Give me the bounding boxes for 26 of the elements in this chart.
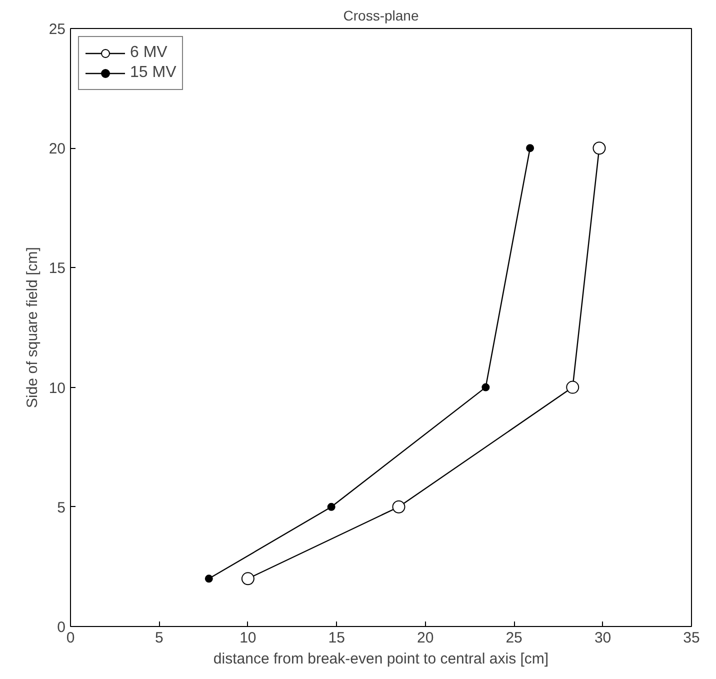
x-tick-label: 30 xyxy=(594,630,612,646)
point xyxy=(592,142,606,155)
point xyxy=(392,500,406,514)
point xyxy=(241,572,254,586)
x-tick-label: 5 xyxy=(155,630,164,646)
chart-title: Cross-plane xyxy=(343,8,419,24)
x-tick-label: 10 xyxy=(240,630,256,646)
y-tick-label: 5 xyxy=(57,499,66,516)
y-tick-label: 20 xyxy=(48,140,66,158)
y-tick-label: 10 xyxy=(48,380,66,397)
y-tick-label: 15 xyxy=(48,260,66,278)
y-tick-label: 0 xyxy=(57,619,66,636)
y-axis-title: Side of square field [cm] xyxy=(24,247,41,408)
x-tick-label: 25 xyxy=(506,630,522,646)
point xyxy=(327,502,336,511)
legend-label: 15 MV xyxy=(130,64,176,82)
legend-label: 6 MV xyxy=(130,44,168,62)
x-tick-label: 15 xyxy=(328,630,345,646)
point xyxy=(526,144,534,152)
x-tick-label: 20 xyxy=(417,630,434,646)
point xyxy=(204,574,213,583)
point xyxy=(566,380,580,394)
x-axis-title: distance from break-even point to central axis [cm] xyxy=(213,650,549,668)
x-tick-label: 35 xyxy=(683,630,700,646)
y-tick-label: 25 xyxy=(48,21,66,38)
point xyxy=(482,383,490,392)
